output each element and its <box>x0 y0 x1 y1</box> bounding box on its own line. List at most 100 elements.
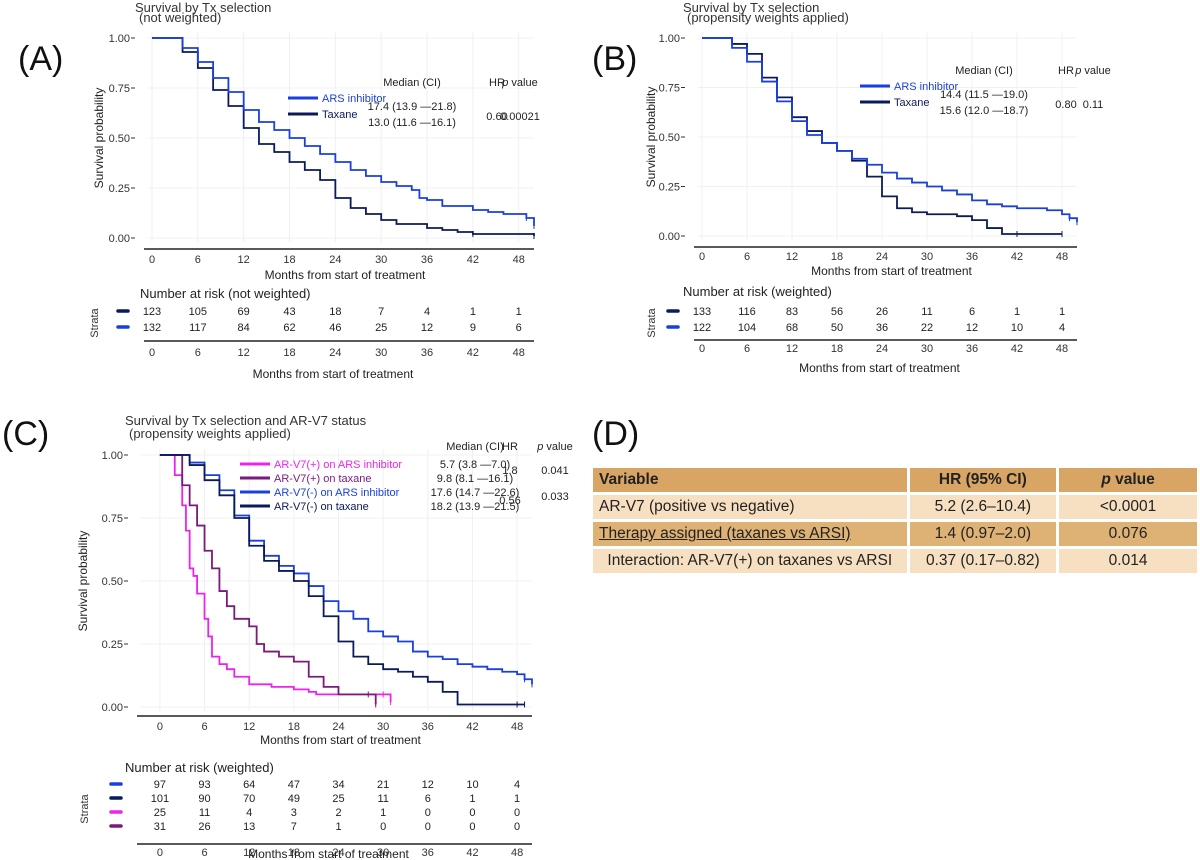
risk-count: 12 <box>966 322 978 334</box>
risk-count: 70 <box>243 793 255 805</box>
panel-letter-c: (C) <box>2 415 50 453</box>
risk-count: 18 <box>329 306 341 318</box>
risk-count: 13 <box>243 821 255 833</box>
x-tick-label: 12 <box>243 721 255 733</box>
legend-header-hr: HR <box>489 77 505 89</box>
y-axis-label: Survival probability <box>92 88 106 189</box>
km-chart-a: Survival by Tx selection(not weighted) 0.… <box>89 0 540 381</box>
legend-header-p: p value <box>536 441 572 453</box>
row-p: <0.0001 <box>1059 495 1197 519</box>
x-tick-label: 36 <box>421 254 433 266</box>
risk-x-tick-label: 30 <box>375 347 387 359</box>
chart-subtitle: (not weighted) <box>139 10 221 25</box>
chart-subtitle: (propensity weights applied) <box>129 426 291 441</box>
risk-x-tick-label: 36 <box>421 347 433 359</box>
legend-label: ARS inhibitor <box>322 93 387 105</box>
header-variable: Variable <box>593 468 907 492</box>
risk-count: 22 <box>921 322 933 334</box>
x-tick-label: 6 <box>744 251 750 263</box>
risk-x-tick-label: 48 <box>511 847 523 859</box>
x-tick-label: 18 <box>831 251 843 263</box>
risk-strata-label: Strata <box>79 793 91 823</box>
row-p: 0.014 <box>1059 549 1197 573</box>
chart-title: Survival by Tx selection and AR-V7 statu… <box>125 413 367 428</box>
risk-count: 12 <box>422 779 434 791</box>
y-tick-label: 0.00 <box>102 702 123 714</box>
y-tick-label: 0.75 <box>109 83 130 95</box>
x-axis-label: Months from start of treatment <box>265 268 426 282</box>
x-tick-label: 36 <box>422 721 434 733</box>
x-tick-label: 12 <box>238 254 250 266</box>
x-tick-label: 36 <box>966 251 978 263</box>
risk-count: 26 <box>876 306 888 318</box>
legend-header-p-italic: p <box>1074 65 1081 77</box>
y-tick-label: 0.00 <box>659 231 680 243</box>
x-tick-label: 42 <box>467 254 479 266</box>
x-tick-label: 30 <box>921 251 933 263</box>
legend-header-median: Median (CI) <box>446 441 503 453</box>
risk-count: 11 <box>377 793 388 805</box>
risk-count: 25 <box>332 793 344 805</box>
legend-header-hr: HR <box>1058 65 1074 77</box>
risk-count: 1 <box>469 793 475 805</box>
row-hr: 1.4 (0.97–2.0) <box>909 522 1057 546</box>
risk-count: 11 <box>921 306 932 318</box>
table-row: AR-V7 (positive vs negative) 5.2 (2.6–10… <box>593 495 1197 519</box>
risk-x-tick-label: 18 <box>283 347 295 359</box>
risk-count: 104 <box>738 322 756 334</box>
row-hr: 0.37 (0.17–0.82) <box>909 549 1057 573</box>
x-tick-label: 24 <box>332 721 344 733</box>
y-tick-label: 0.00 <box>109 233 130 245</box>
risk-count: 3 <box>291 807 297 819</box>
risk-x-tick-label: 12 <box>786 343 798 355</box>
risk-x-tick-label: 42 <box>467 347 479 359</box>
y-tick-label: 1.00 <box>109 33 130 45</box>
legend-median: 15.6 (12.0 —18.7) <box>940 105 1029 117</box>
legend-median: 9.8 (8.1 —16.1) <box>437 473 513 485</box>
legend-hr: 0.60 <box>486 111 507 123</box>
risk-table-title: Number at risk (weighted) <box>125 760 274 775</box>
y-tick-label: 0.25 <box>659 182 680 194</box>
y-tick-label: 0.75 <box>102 513 123 525</box>
legend-median: 5.7 (3.8 —7.0) <box>440 459 510 471</box>
x-tick-label: 24 <box>876 251 888 263</box>
y-tick-label: 0.50 <box>102 576 123 588</box>
risk-count: 69 <box>238 306 250 318</box>
y-tick-label: 0.50 <box>109 133 130 145</box>
risk-strata-label: Strata <box>89 307 101 337</box>
risk-count: 84 <box>238 322 250 334</box>
x-tick-label: 6 <box>201 721 207 733</box>
risk-count: 4 <box>246 807 252 819</box>
risk-count: 2 <box>335 807 341 819</box>
risk-count: 1 <box>1014 306 1020 318</box>
risk-count: 10 <box>466 779 478 791</box>
risk-count: 7 <box>378 306 384 318</box>
risk-count: 122 <box>693 322 711 334</box>
legend-label: Taxane <box>322 109 357 121</box>
risk-count: 11 <box>199 807 210 819</box>
risk-count: 43 <box>283 306 295 318</box>
risk-count: 62 <box>283 322 295 334</box>
risk-count: 1 <box>380 807 386 819</box>
row-variable-underlined: Therapy assigned (taxanes vs ARSI) <box>599 525 851 542</box>
x-tick-label: 0 <box>699 251 705 263</box>
risk-count: 56 <box>831 306 843 318</box>
legend-header-p-rest: value <box>508 77 537 89</box>
panel-letter-a: (A) <box>18 40 64 78</box>
risk-count: 21 <box>377 779 389 791</box>
chart-subtitle: (propensity weights applied) <box>687 10 849 25</box>
legend-header-hr: HR <box>502 441 518 453</box>
legend-header-p-italic: p <box>501 77 508 89</box>
x-tick-label: 24 <box>329 254 341 266</box>
legend-label: Taxane <box>894 97 929 109</box>
risk-strata-label: Strata <box>646 307 658 337</box>
risk-x-tick-label: 30 <box>377 847 389 859</box>
risk-count: 0 <box>514 821 520 833</box>
risk-count: 1 <box>514 793 520 805</box>
risk-count: 6 <box>516 322 522 334</box>
risk-x-tick-label: 0 <box>699 343 705 355</box>
legend-label: AR-V7(+) on taxane <box>274 473 372 485</box>
x-tick-label: 0 <box>157 721 163 733</box>
risk-count: 0 <box>425 807 431 819</box>
km-chart-c: Survival by Tx selection and AR-V7 statu… <box>76 413 573 860</box>
